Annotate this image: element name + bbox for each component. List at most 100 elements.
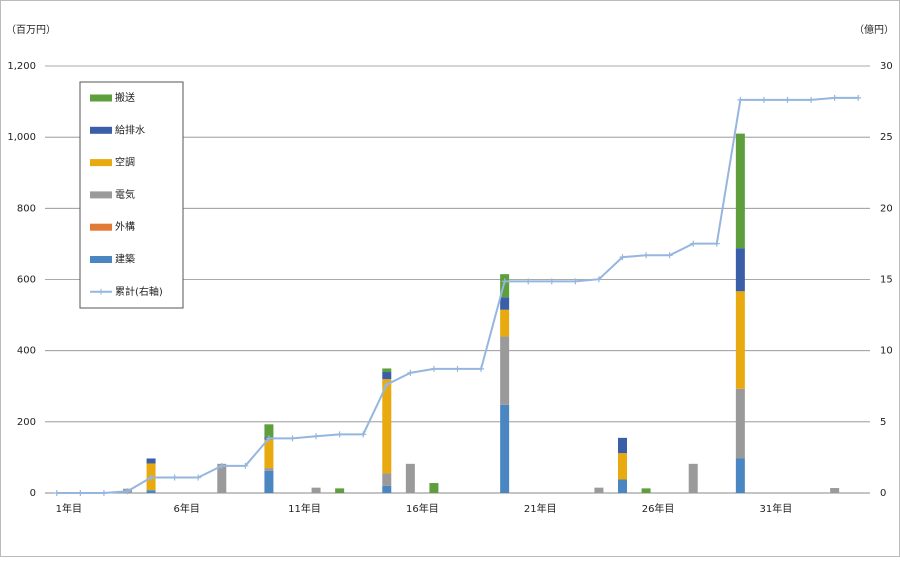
y-tick-label: 200 — [17, 417, 36, 428]
bar-segment — [382, 379, 392, 474]
line-marker — [383, 381, 390, 388]
line-marker — [760, 96, 767, 103]
y-tick-label: 600 — [17, 275, 36, 286]
line-marker — [548, 278, 555, 285]
y2-tick-label: 5 — [880, 417, 886, 428]
bar-segment — [500, 274, 510, 298]
bar-segment — [641, 488, 651, 493]
line-marker — [525, 278, 532, 285]
bar-segment — [830, 488, 840, 493]
line-marker — [454, 365, 461, 372]
line-marker — [855, 94, 862, 101]
bar-segment — [311, 487, 321, 493]
bar-segment — [500, 336, 510, 405]
legend-label: 搬送 — [115, 91, 135, 104]
bar-segment — [264, 470, 274, 493]
line-marker — [501, 278, 508, 285]
bar-segment — [735, 291, 745, 389]
line-marker — [195, 474, 202, 481]
y2-tick-label: 25 — [880, 132, 893, 143]
line-marker — [831, 94, 838, 101]
legend-swatch — [90, 94, 112, 102]
line-marker — [808, 96, 815, 103]
line-marker — [737, 96, 744, 103]
bar-segment — [618, 479, 627, 493]
line-marker — [242, 462, 249, 469]
line-marker — [336, 431, 343, 438]
line-marker — [643, 252, 650, 259]
bar-segment — [500, 309, 510, 337]
bar-segment — [618, 453, 627, 480]
y-tick-label: 1,000 — [7, 132, 36, 143]
bar-segment — [735, 248, 745, 292]
bar-segment — [500, 404, 510, 493]
line-marker — [100, 490, 107, 496]
bar-segment — [594, 487, 604, 493]
line-marker — [690, 240, 697, 247]
x-tick-label: 16年目 — [406, 502, 439, 515]
bar-segment — [382, 473, 392, 486]
y2-tick-label: 20 — [880, 203, 893, 214]
line-marker — [360, 431, 367, 438]
bar-segment — [382, 368, 392, 373]
bar-segment — [405, 463, 415, 493]
bar-segment — [146, 458, 156, 464]
x-tick-label: 6年目 — [173, 502, 199, 515]
bar-segment — [382, 485, 392, 493]
x-tick-label: 31年目 — [760, 502, 793, 515]
line-marker — [595, 276, 602, 283]
line-marker — [407, 369, 414, 376]
legend-swatch — [90, 191, 112, 199]
line-marker — [148, 474, 155, 481]
line-marker — [124, 488, 131, 495]
line-marker — [218, 462, 225, 469]
line-marker — [265, 435, 272, 442]
bar-segment — [688, 463, 698, 493]
y2-tick-label: 10 — [880, 346, 893, 357]
line-marker — [619, 254, 626, 261]
legend-swatch — [90, 126, 112, 134]
bar-segment — [429, 483, 439, 493]
line-marker — [478, 365, 485, 372]
line-marker — [784, 96, 791, 103]
y-tick-label: 0 — [30, 488, 36, 499]
y-tick-label: 400 — [17, 346, 36, 357]
line-marker — [666, 252, 673, 259]
bar-segment — [382, 372, 392, 380]
bar-segment — [264, 439, 274, 469]
legend-swatch — [90, 159, 112, 167]
bar-segment — [146, 490, 156, 493]
legend-label: 給排水 — [115, 123, 145, 136]
line-marker — [430, 365, 437, 372]
bar-segment — [264, 424, 274, 438]
line-marker — [77, 490, 84, 496]
bar-segment — [217, 463, 227, 493]
line-marker — [171, 474, 178, 481]
y2-tick-label: 30 — [880, 61, 893, 72]
legend-label: 累計(右軸) — [115, 285, 163, 298]
y-tick-label: 800 — [17, 203, 36, 214]
bar-segment — [335, 488, 345, 493]
line-marker — [313, 433, 320, 440]
bar-segment — [500, 297, 510, 310]
y2-tick-label: 15 — [880, 275, 893, 286]
line-marker — [53, 490, 60, 496]
x-tick-label: 26年目 — [642, 502, 675, 515]
bar-segment — [618, 437, 627, 454]
legend-label: 電気 — [115, 188, 135, 201]
legend-label: 建築 — [115, 253, 135, 266]
legend-label: 空調 — [115, 156, 135, 169]
line-marker — [713, 240, 720, 247]
line-marker — [572, 278, 579, 285]
line-marker — [289, 435, 296, 442]
y-tick-label: 1,200 — [7, 61, 36, 72]
legend-swatch — [90, 256, 112, 263]
legend-label: 外構 — [115, 220, 135, 233]
bar-segment — [264, 468, 274, 471]
legend-swatch-marker — [98, 288, 104, 295]
y-axis-title: （百万円） — [6, 24, 56, 36]
bar-segment — [735, 133, 745, 249]
y2-tick-label: 0 — [880, 488, 886, 499]
legend-swatch — [90, 223, 112, 231]
